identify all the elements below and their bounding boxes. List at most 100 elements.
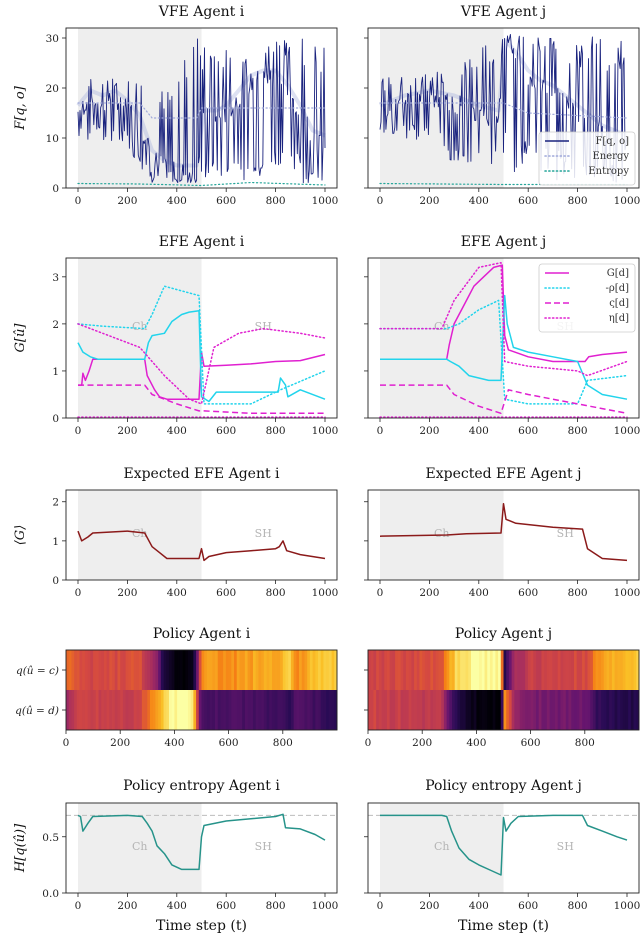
heatmap-cell xyxy=(601,650,605,690)
heatmap-cell xyxy=(106,690,110,730)
x-tick-label: 600 xyxy=(518,425,538,437)
heatmap-cell xyxy=(82,690,86,730)
heatmap-cell xyxy=(544,690,548,730)
axes-frame xyxy=(367,27,640,189)
heatmap-cell xyxy=(244,650,248,690)
heatmap-cell xyxy=(620,650,624,690)
heatmap-cell xyxy=(201,690,205,730)
heatmap-cell xyxy=(158,690,162,730)
heatmap-cell xyxy=(603,650,607,690)
region-label-sh: SH xyxy=(557,527,574,540)
heatmap-cell xyxy=(133,690,137,730)
heatmap-cell xyxy=(449,690,453,730)
legend-label: F[q, o] xyxy=(595,136,629,147)
x-tick-label: 1000 xyxy=(614,900,640,912)
series-pentropy_j-0 xyxy=(380,814,628,876)
panel-expected_i: Ch SH 0 200 400 600 800 1000 0 1 2 Expected EFE Age… xyxy=(13,466,338,599)
heatmap-cell xyxy=(225,690,229,730)
heatmap-cell xyxy=(331,690,335,730)
heatmap-cell xyxy=(522,690,526,730)
heatmap-cell xyxy=(179,650,183,690)
series-efe_i-5 xyxy=(77,323,326,405)
heatmap-cell xyxy=(239,650,243,690)
x-tick-label: 400 xyxy=(167,587,187,599)
heatmap-cell xyxy=(565,690,569,730)
region-label-sh: SH xyxy=(255,527,272,540)
heatmap-cell xyxy=(441,650,445,690)
legend-box xyxy=(538,131,636,186)
panel-pentropy_j: Ch SH 0 200 400 600 800 1000 Policy entropy Agen… xyxy=(364,778,640,912)
heatmap-cell xyxy=(422,650,426,690)
heatmap-cell xyxy=(609,650,613,690)
heatmap-cell xyxy=(554,650,559,690)
heatmap-cell xyxy=(484,650,488,690)
heatmap-cell xyxy=(636,690,640,730)
heatmap-cell xyxy=(433,650,437,690)
region-label-ch: Ch xyxy=(434,840,450,853)
heatmap-cell xyxy=(95,690,99,730)
heatmap-cell xyxy=(408,690,412,730)
heatmap-cell xyxy=(82,650,86,690)
heatmap-cell xyxy=(234,690,238,730)
heatmap-cell xyxy=(66,650,70,690)
heatmap-cell xyxy=(131,650,135,690)
heatmap-cell xyxy=(514,690,518,730)
series-efe_j-1 xyxy=(380,294,628,400)
series-vfe_i-0 xyxy=(77,38,326,184)
heatmap-cell xyxy=(617,690,621,730)
heatmap-cell xyxy=(397,650,401,690)
heatmap-cell xyxy=(573,690,578,730)
y-tick-label: 0 xyxy=(52,575,59,587)
heatmap-cell xyxy=(309,650,314,690)
heatmap-cell xyxy=(636,650,640,690)
heatmap-cell xyxy=(424,650,429,690)
heatmap-cell xyxy=(625,690,629,730)
heatmap-cell xyxy=(144,690,148,730)
x-tick-label: 400 xyxy=(167,900,187,912)
heatmap-cell xyxy=(242,690,246,730)
heatmap-cell xyxy=(606,650,610,690)
heatmap-cell xyxy=(228,690,232,730)
series-efe_i-2 xyxy=(77,285,326,405)
y-tick-label: 0 xyxy=(52,413,59,425)
heatmap-cell xyxy=(255,690,259,730)
region-label-ch: Ch xyxy=(132,320,148,333)
heatmap-cell xyxy=(228,650,232,690)
panel-efe_j: ChSH02004006008001000EFE Agent jG[d]-ρ[d… xyxy=(364,234,640,437)
heatmap-cell xyxy=(141,690,145,730)
heatmap-cell xyxy=(133,650,137,690)
x-tick-label: 800 xyxy=(568,900,588,912)
axes-frame xyxy=(65,802,338,894)
shaded-region xyxy=(380,258,504,418)
heatmap-cell xyxy=(508,650,513,690)
heatmap-cell xyxy=(386,650,391,690)
heatmap-cell xyxy=(584,690,588,730)
heatmap-cell xyxy=(457,690,461,730)
heatmap-cell xyxy=(247,690,251,730)
heatmap-cell xyxy=(266,650,270,690)
heatmap-cell xyxy=(519,650,523,690)
heatmap-cell xyxy=(416,650,420,690)
y-tick-label: 0.5 xyxy=(42,832,59,844)
heatmap-cell xyxy=(495,690,499,730)
x-tick-label: 800 xyxy=(273,737,293,749)
heatmap-cell xyxy=(376,690,380,730)
panel-title: Policy Agent i xyxy=(153,626,251,642)
heatmap-cell xyxy=(304,690,308,730)
heatmap-cell xyxy=(487,650,491,690)
region-label-ch: Ch xyxy=(434,527,450,540)
heatmap-cell xyxy=(326,690,330,730)
heatmap-cell xyxy=(441,690,445,730)
heatmap-cell xyxy=(98,650,102,690)
heatmap-cell xyxy=(430,690,434,730)
heatmap-cell xyxy=(334,650,338,690)
heatmap-cell xyxy=(258,690,262,730)
heatmap-cell xyxy=(533,690,537,730)
heatmap-cell xyxy=(481,690,485,730)
heatmap-cell xyxy=(438,690,442,730)
heatmap-cell xyxy=(465,650,469,690)
heatmap-cell xyxy=(76,650,80,690)
heatmap-cell xyxy=(470,650,475,690)
heatmap-cell xyxy=(141,650,145,690)
heatmap-cell xyxy=(263,650,267,690)
